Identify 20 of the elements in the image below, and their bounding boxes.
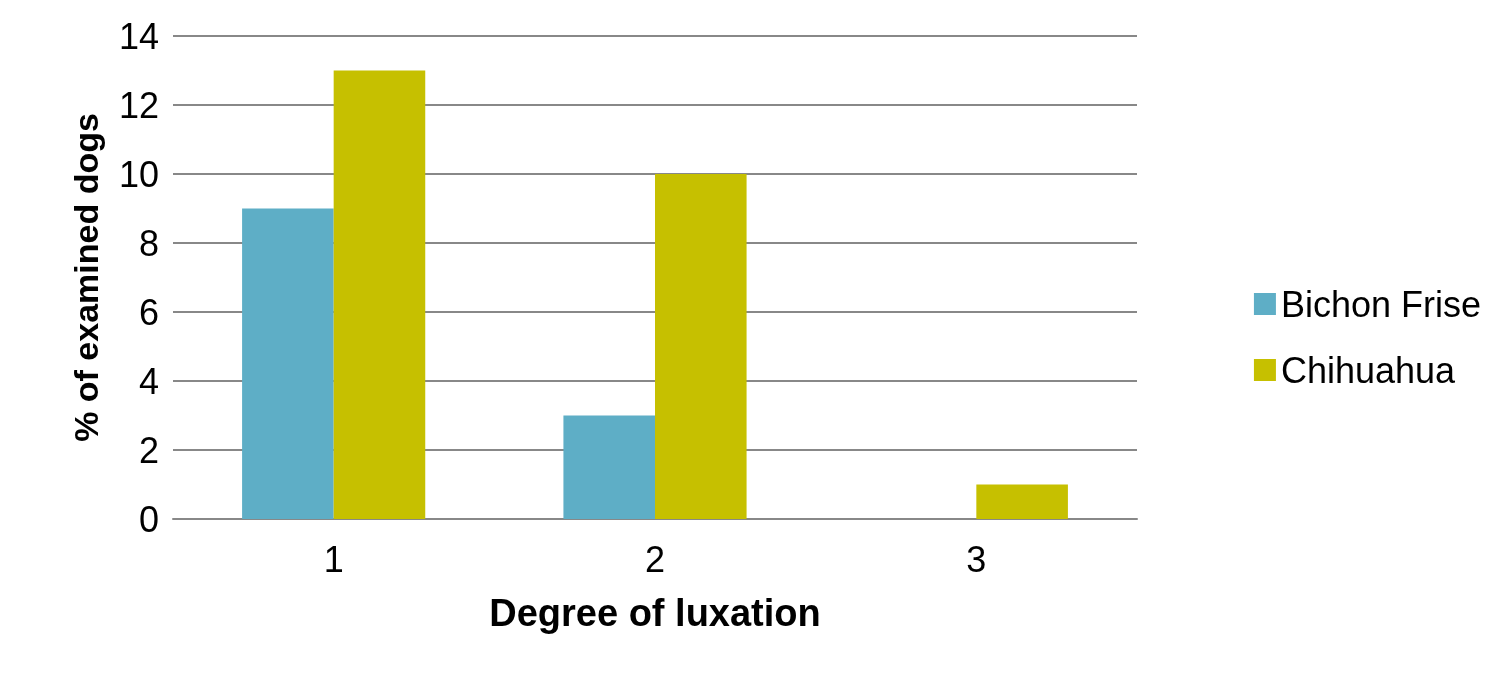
legend-label: Bichon Frise: [1280, 283, 1481, 325]
bar: [976, 484, 1068, 519]
bar: [563, 415, 655, 519]
y-tick-label: 0: [138, 498, 159, 540]
x-tick-label: 1: [323, 538, 344, 580]
y-tick-label: 6: [138, 291, 159, 333]
y-axis-title: % of examined dogs: [67, 113, 105, 442]
y-tick-label: 2: [138, 429, 159, 471]
y-tick-label: 8: [138, 222, 159, 264]
x-tick-label: 2: [644, 538, 666, 580]
y-tick-label: 14: [118, 15, 159, 57]
y-tick-label: 4: [138, 360, 159, 402]
y-tick-label: 10: [118, 153, 159, 195]
x-axis-title: Degree of luxation: [489, 592, 821, 634]
bar: [655, 174, 747, 519]
bar: [333, 70, 426, 519]
bar: [242, 208, 334, 519]
y-tick-label: 12: [118, 84, 159, 126]
x-tick-label: 3: [966, 538, 987, 580]
legend-label: Chihuahua: [1280, 349, 1457, 391]
